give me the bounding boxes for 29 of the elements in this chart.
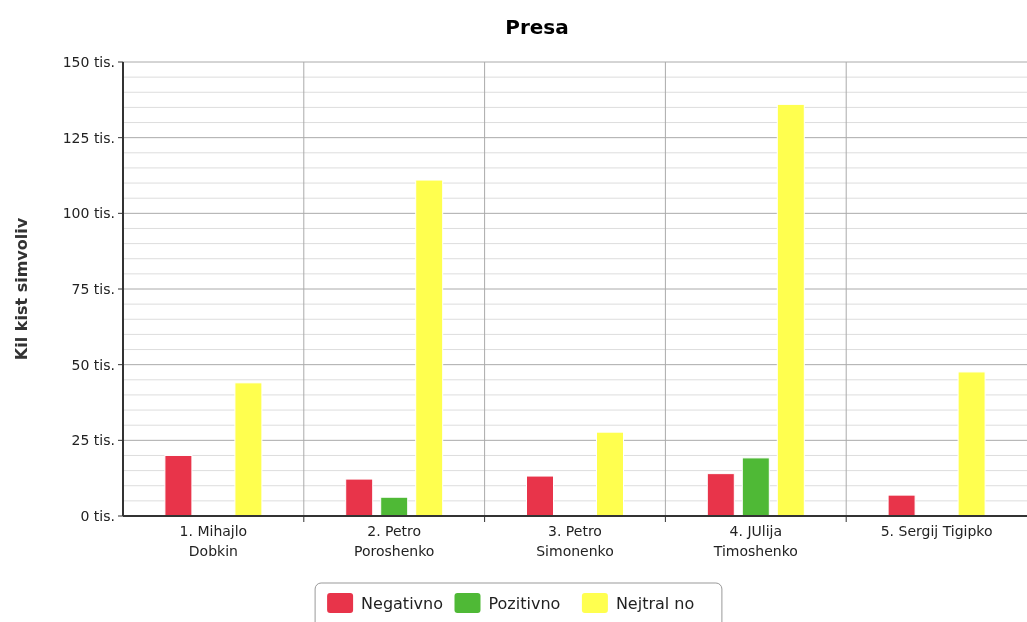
x-tick-label: 2. Petro Poroshenko: [354, 523, 435, 559]
y-tick-label: 75 tis.: [71, 280, 115, 297]
y-tick-label: 50 tis.: [71, 356, 115, 373]
bar: [164, 454, 193, 517]
legend-label: Nejtral no: [615, 593, 695, 613]
bar: [957, 371, 986, 517]
y-tick-label: 100 tis.: [62, 205, 115, 222]
y-axis-title: Kil kist simvoliv: [12, 217, 31, 361]
y-tick-label: 150 tis.: [62, 53, 115, 70]
y-tick-label: 0 tis.: [80, 507, 115, 524]
bar: [415, 179, 444, 517]
chart-title: Presa: [505, 15, 569, 39]
x-tick-label: 4. JUlija Timoshenko: [712, 523, 798, 559]
y-tick-label: 125 tis.: [62, 129, 115, 146]
bar: [741, 457, 770, 517]
bar: [234, 382, 263, 517]
y-tick-label: 25 tis.: [71, 432, 115, 449]
x-tick-label: 3. Petro Simonenko: [536, 523, 614, 559]
bar: [887, 494, 916, 517]
bar: [706, 473, 735, 517]
bar: [380, 496, 409, 517]
x-tick-label: 5. Sergij Tigipko: [880, 523, 993, 539]
x-tick-label: 1. Mihajlo Dobkin: [179, 523, 248, 559]
bar: [345, 478, 374, 517]
bar: [776, 103, 805, 517]
legend-label: Pozitivno: [488, 593, 561, 613]
bar: [526, 475, 554, 517]
legend-label: Negativno: [361, 593, 443, 613]
bar: [596, 431, 624, 517]
